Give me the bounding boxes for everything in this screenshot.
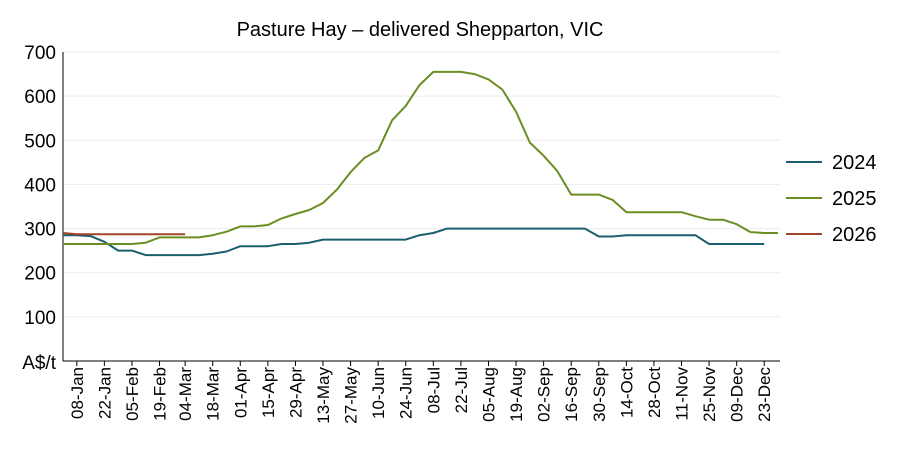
y-tick-label-600: 600 [24, 87, 56, 108]
x-tick-label-02-Sep: 02-Sep [535, 367, 554, 422]
legend: 2024 2025 2026 [786, 152, 877, 246]
series-line-2026 [62, 232, 186, 236]
series-line-2025 [63, 70, 778, 245]
y-tick-label-100: 100 [24, 308, 56, 329]
series-line-2024 [63, 227, 765, 257]
y-tick-label-500: 500 [24, 131, 56, 152]
x-tick-label-19-Aug: 19-Aug [507, 367, 526, 422]
legend-label-2025: 2025 [832, 188, 877, 210]
y-tick-label-400: 400 [24, 175, 56, 196]
x-tick-label-09-Dec: 09-Dec [728, 367, 747, 422]
x-tick-label-04-Mar: 04-Mar [176, 367, 195, 421]
axes [62, 52, 780, 366]
x-tick-label-11-Nov: 11-Nov [673, 367, 692, 421]
x-tick-label-15-Apr: 15-Apr [259, 367, 278, 418]
x-tick-label-10-Jun: 10-Jun [369, 367, 388, 419]
x-tick-label-23-Dec: 23-Dec [755, 367, 774, 422]
x-tick-label-19-Feb: 19-Feb [151, 367, 170, 421]
x-tick-label-08-Jan: 08-Jan [68, 367, 87, 419]
y-tick-label-200: 200 [24, 264, 56, 285]
x-tick-label-08-Jul: 08-Jul [424, 367, 443, 413]
x-tick-label-22-Jul: 22-Jul [452, 367, 471, 413]
y-tick-label-700: 700 [24, 43, 56, 64]
x-tick-label-05-Aug: 05-Aug [479, 367, 498, 422]
x-tick-label-22-Jan: 22-Jan [95, 367, 114, 419]
x-tick-labels: 08-Jan 22-Jan 05-Feb 19-Feb 04-Mar 18-Mar 01-A… [68, 367, 774, 424]
legend-label-2024: 2024 [832, 152, 877, 174]
grid-lines [63, 51, 780, 318]
x-tick-label-13-May: 13-May [314, 367, 333, 424]
y-tick-labels: 100 200 300 400 500 600 700 [24, 43, 56, 329]
y-axis-label: A$/t [22, 353, 57, 374]
x-tick-label-29-Apr: 29-Apr [286, 367, 305, 418]
x-tick-label-30-Sep: 30-Sep [590, 367, 609, 422]
x-tick-label-18-Mar: 18-Mar [204, 367, 223, 421]
x-tick-label-27-May: 27-May [342, 367, 361, 424]
x-tick-label-28-Oct: 28-Oct [645, 367, 664, 418]
series-lines [62, 70, 778, 257]
legend-label-2026: 2026 [832, 224, 877, 246]
x-tick-label-14-Oct: 14-Oct [617, 367, 636, 418]
chart-title: Pasture Hay – delivered Shepparton, VIC [237, 19, 604, 41]
x-tick-label-24-Jun: 24-Jun [397, 367, 416, 419]
x-tick-label-05-Feb: 05-Feb [123, 367, 142, 421]
x-tick-label-25-Nov: 25-Nov [700, 367, 719, 422]
y-tick-label-300: 300 [24, 220, 56, 241]
x-tick-label-01-Apr: 01-Apr [231, 367, 250, 418]
x-tick-label-16-Sep: 16-Sep [562, 367, 581, 422]
